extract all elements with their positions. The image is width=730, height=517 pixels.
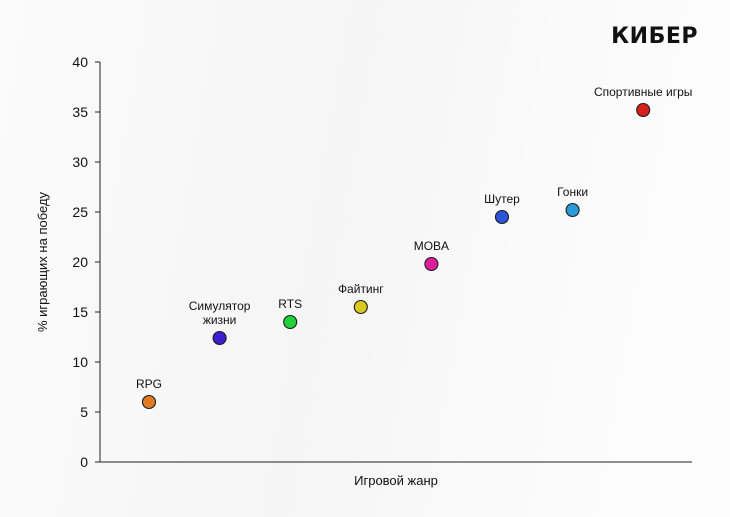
point-label: Симулятор жизни [189,299,251,327]
x-axis-title: Игровой жанр [354,473,438,488]
y-tick-label: 10 [72,354,88,370]
y-axis-title: % играющих на победу [35,191,50,332]
logo: КИБЕР [611,24,698,49]
data-point [141,394,157,410]
y-tick-label: 30 [72,154,88,170]
data-point [212,330,227,346]
data-point [494,209,510,225]
data-point [353,299,368,315]
point-label: Файтинг [338,282,384,296]
y-tick-label: 25 [72,204,88,220]
y-tick-label: 0 [80,454,88,470]
y-tick-label: 5 [80,404,88,420]
point-labels: RPG Симулятор жизни RTS Файтинг MOBA Шутер Гонк… [136,85,692,391]
point-label: Шутер [484,192,520,206]
point-label: MOBA [414,239,449,253]
y-axis: 0 5 10 15 20 25 30 35 40 [72,54,101,470]
y-tick-label: 15 [72,304,88,320]
data-point [283,314,298,330]
point-label: RTS [278,297,302,311]
data-point [636,102,651,118]
y-tick-label: 35 [72,104,88,120]
point-label: RPG [136,377,162,391]
data-point [565,202,580,218]
y-tick-label: 20 [72,254,88,270]
point-label: Спортивные игры [594,85,692,99]
data-point [424,256,439,272]
point-label: Гонки [557,185,588,199]
data-points [141,102,651,410]
y-tick-label: 40 [72,54,88,70]
